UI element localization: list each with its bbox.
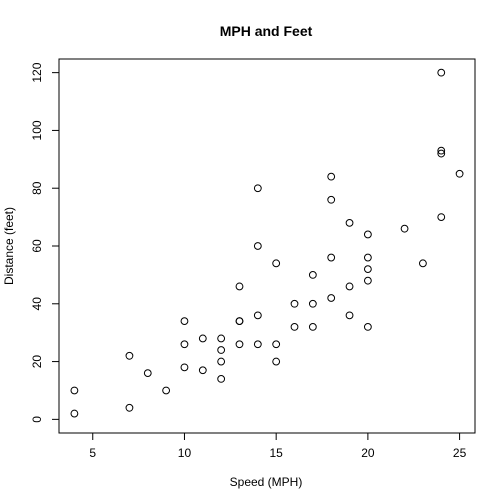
y-tick-label: 80 [30, 181, 44, 195]
data-point [290, 299, 299, 308]
data-point [363, 265, 372, 274]
data-point [125, 351, 134, 360]
data-point [253, 311, 262, 320]
data-point [272, 340, 281, 349]
y-tick-label: 40 [30, 297, 44, 311]
data-points [70, 68, 464, 418]
data-point [437, 68, 446, 77]
data-point [217, 375, 226, 383]
data-point [272, 357, 281, 366]
x-tick-label: 15 [269, 446, 283, 460]
data-point [217, 346, 226, 354]
y-tick-label: 100 [30, 120, 44, 140]
data-point [327, 253, 336, 262]
data-point [327, 172, 336, 181]
data-point [162, 386, 171, 395]
y-tick-label: 60 [30, 239, 44, 253]
chart-title: MPH and Feet [220, 23, 313, 39]
x-tick-label: 20 [361, 446, 375, 460]
x-tick-label: 5 [89, 446, 96, 460]
x-axis-label: Speed (MPH) [230, 475, 303, 489]
data-point [125, 403, 134, 412]
data-point [308, 323, 317, 331]
data-point [253, 242, 262, 250]
data-point [180, 340, 189, 349]
y-tick-label: 120 [30, 62, 44, 82]
data-point [455, 169, 464, 178]
data-point [363, 230, 372, 239]
data-point [70, 409, 79, 418]
data-point [198, 334, 207, 343]
data-point [345, 282, 354, 291]
data-point [308, 299, 317, 308]
y-axis: 0 20 40 60 80 100 120 [30, 62, 60, 423]
data-point [143, 369, 152, 378]
data-point [180, 317, 189, 326]
y-tick-label: 20 [30, 355, 44, 369]
data-point [419, 259, 427, 268]
data-point [363, 323, 372, 331]
data-point [308, 270, 317, 279]
data-point [70, 386, 79, 395]
data-point [235, 340, 244, 349]
data-point [217, 334, 226, 343]
data-point [363, 253, 372, 262]
data-point [437, 213, 446, 222]
data-point [327, 195, 336, 204]
data-point [198, 366, 207, 375]
data-point [327, 294, 336, 302]
data-point [272, 259, 281, 268]
data-point [217, 357, 226, 366]
data-point [345, 311, 354, 320]
data-point [363, 276, 372, 285]
data-point [253, 184, 262, 193]
x-tick-label: 10 [178, 446, 192, 460]
x-tick-label: 25 [453, 446, 467, 460]
data-point [235, 317, 244, 326]
plot-frame [58, 58, 476, 434]
data-point [235, 282, 244, 291]
x-axis: 5 10 15 20 25 [89, 432, 467, 460]
y-axis-label: Distance (feet) [2, 207, 16, 285]
data-point [345, 218, 354, 227]
data-point [180, 363, 189, 372]
y-tick-label: 0 [30, 416, 44, 423]
data-point [400, 224, 409, 233]
data-point [253, 340, 262, 349]
data-point [290, 323, 299, 331]
data-point [437, 149, 446, 158]
data-point [437, 146, 446, 155]
